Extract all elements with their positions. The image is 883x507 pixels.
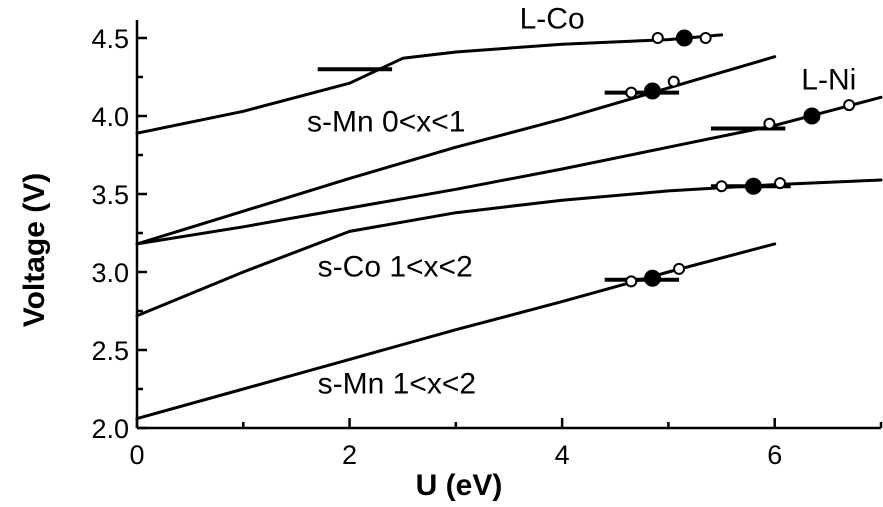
open-point-l-co — [699, 32, 712, 44]
y-tick-label: 4.0 — [91, 102, 129, 132]
y-tick-label: 3.0 — [91, 258, 129, 288]
annotations: L-Co s-Mn 0<x<1 L-Ni s-Co 1<x<2 s-Mn 1<x<2 — [307, 3, 856, 401]
open-point-s-mn-1-x-2 — [625, 275, 638, 288]
filled-point-l-co — [675, 29, 693, 47]
label-s-mn-0-x-1: s-Mn 0<x<1 — [307, 106, 465, 139]
x-tick-label: 4 — [555, 440, 570, 470]
open-point-s-co-1-x-2 — [715, 180, 728, 193]
axes — [135, 20, 881, 430]
label-l-co: L-Co — [520, 3, 585, 36]
markers — [317, 29, 856, 288]
label-s-mn-1-x-2: s-Mn 1<x<2 — [318, 368, 476, 401]
ticks — [135, 36, 883, 430]
open-point-l-ni — [843, 99, 856, 112]
y-tick-label: 4.5 — [91, 24, 129, 54]
x-tick-label: 2 — [342, 440, 357, 470]
open-point-s-co-1-x-2 — [774, 177, 787, 190]
y-tick-label: 2.0 — [91, 414, 129, 444]
x-tick-label: 0 — [129, 440, 144, 470]
filled-point-s-mn-1-x-2 — [643, 269, 661, 287]
series-line-s-mn-0-x-1 — [135, 55, 777, 246]
y-axis-title: Voltage (V) — [18, 173, 51, 327]
filled-point-l-ni — [803, 107, 821, 125]
open-point-s-mn-0-x-1 — [667, 75, 680, 88]
open-point-s-mn-1-x-2 — [673, 262, 686, 275]
label-s-co-1-x-2: s-Co 1<x<2 — [318, 251, 473, 284]
open-point-s-mn-0-x-1 — [625, 86, 638, 99]
label-l-ni: L-Ni — [801, 63, 856, 96]
series-line-s-co-1-x-2 — [135, 178, 883, 318]
x-tick-label: 6 — [767, 440, 782, 470]
y-tick-label: 3.5 — [91, 180, 129, 210]
open-point-l-co — [651, 32, 664, 44]
x-axis-title: U (eV) — [416, 469, 503, 502]
curves — [135, 33, 883, 421]
y-tick-label: 2.5 — [91, 336, 129, 366]
series-line-l-co — [135, 33, 724, 135]
tick-labels: 0 2 4 6 2.0 2.5 3.0 3.5 4.0 4.5 — [91, 24, 782, 470]
filled-point-s-co-1-x-2 — [744, 177, 762, 195]
filled-point-s-mn-0-x-1 — [643, 82, 661, 100]
open-point-l-ni — [763, 117, 776, 130]
series-line-s-mn-1-x-2 — [135, 242, 777, 421]
